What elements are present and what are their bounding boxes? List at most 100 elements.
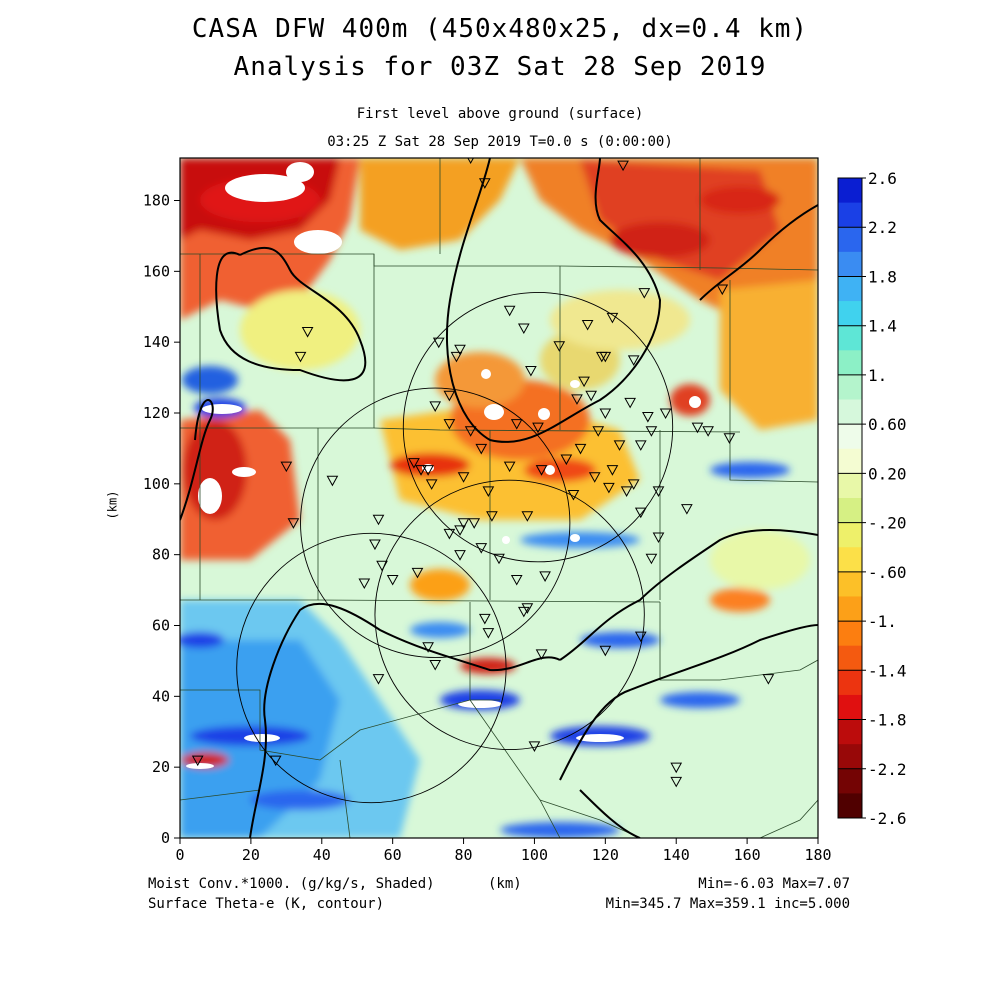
station-marker [553,341,566,352]
colorbar-swatch [838,202,862,228]
y-tick-label: 180 [143,192,170,210]
colorbar-swatch [838,399,862,425]
station-marker [443,419,456,430]
x-tick-label: 20 [242,846,260,864]
station-marker [372,674,385,685]
station-marker [425,479,438,490]
station-marker [464,426,477,437]
theta-e-contours [180,158,818,838]
x-tick-label: 140 [663,846,690,864]
station-marker [670,762,683,774]
station-marker [454,344,466,356]
station-marker [634,631,647,643]
station-marker [659,408,672,420]
station-marker [443,528,456,540]
colorbar-swatch [838,301,862,327]
station-marker [510,574,523,586]
colorbar-label: -2.6 [868,809,907,828]
station-marker [429,401,442,412]
station-marker [645,553,658,565]
station-marker [670,776,683,788]
colorbar-swatch [838,719,862,745]
moist-convergence-field [180,158,818,838]
station-marker [691,422,704,434]
station-marker [606,465,619,476]
station-marker [578,376,590,388]
y-tick-label: 80 [152,546,170,564]
station-marker [269,755,282,767]
station-marker [723,433,736,444]
colorbar-label: 1.8 [868,267,897,286]
station-marker [716,284,729,296]
y-tick-label: 120 [143,404,170,422]
station-marker [475,443,488,455]
station-marker [585,390,598,402]
colorbar-swatch [838,793,862,819]
station-marker [429,659,442,671]
y-tick-label: 160 [143,262,170,280]
station-marker [457,472,470,483]
x-tick-label: 100 [521,846,548,864]
station-marker [603,482,615,494]
station-marker [606,312,619,324]
colorbar-swatch [838,350,862,376]
station-marker [376,560,388,572]
station-marker [560,454,573,466]
title-line-2: Analysis for 03Z Sat 28 Sep 2019 [233,52,767,82]
radar-ring [300,387,571,658]
colorbar-swatch [838,227,862,253]
station-marker [645,426,658,437]
colorbar: 2.6 2.2 1.8 1.4 1. 0.60 0.20 -.20 -.60 -1. -1.4 -1.… [837,169,907,828]
station-marker [627,355,640,366]
colorbar-swatch [838,424,862,450]
y-tick-label: 140 [143,333,170,351]
station-marker [432,337,445,349]
station-marker [454,525,466,536]
subtitle-level: First level above ground (surface) [356,106,644,122]
x-tick-label: 0 [175,846,184,864]
colorbar-label: 0.60 [868,415,907,434]
station-marker [634,440,647,451]
x-tick-label: 120 [592,846,619,864]
title-line-1: CASA DFW 400m (450x480x25, dx=0.4 km) [191,14,809,44]
colorbar-label: 2.6 [868,169,897,188]
colorbar-swatch [838,374,862,401]
colorbar-label: -2.2 [868,760,907,779]
colorbar-swatch [838,571,862,597]
station-marker [624,397,636,409]
y-tick-label: 0 [161,829,170,847]
colorbar-label: 0.20 [868,464,907,483]
county-boundaries [180,158,818,838]
station-marker [571,394,583,405]
colorbar-swatch [838,498,862,524]
x-tick-label: 40 [313,846,331,864]
colorbar-swatch [838,251,862,277]
station-marker [535,649,548,660]
station-marker [588,472,601,483]
colorbar-swatch [838,547,862,573]
station-marker [574,443,587,455]
station-marker [638,288,651,299]
station-marker [613,440,626,451]
station-marker [525,366,537,377]
station-marker [503,461,516,473]
station-marker [301,327,314,338]
station-marker [372,514,385,526]
station-marker [408,458,420,469]
station-marker [493,553,505,565]
station-marker [468,518,481,529]
station-marker [642,412,654,423]
station-marker [599,408,612,420]
station-marker [386,574,399,586]
station-marker [762,674,775,685]
station-marker [599,645,612,657]
station-marker [681,504,693,515]
colorbar-label: -.60 [868,563,907,582]
station-marker [486,511,498,522]
y-axis: 0 20 40 60 80 100 120 140 160 180 [143,192,180,847]
y-tick-label: 100 [143,475,170,493]
station-marker [280,461,293,473]
x-tick-label: 60 [384,846,402,864]
station-marker [599,351,612,363]
